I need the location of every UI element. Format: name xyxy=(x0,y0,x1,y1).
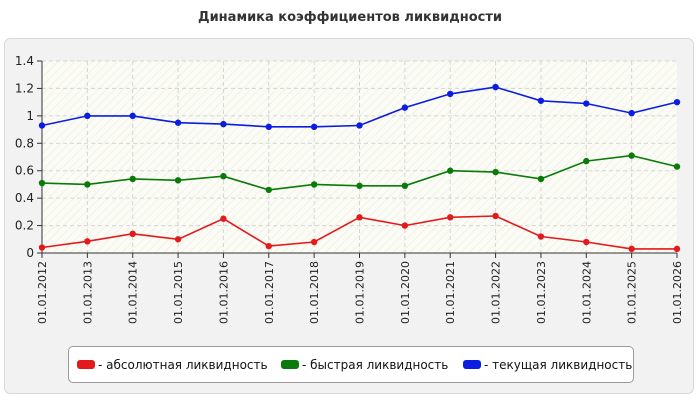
data-point-2 xyxy=(220,120,227,128)
data-point-1 xyxy=(265,186,272,194)
x-tick-label: 01.01.2021 xyxy=(444,261,457,324)
data-point-1 xyxy=(537,175,545,183)
tick-label-layer: 0 0.2 0.4 0.6 0.8 1 1.2 1.4 01.01.2012 01.01.2013… xyxy=(15,54,684,324)
data-point-2 xyxy=(537,97,545,104)
data-point-0 xyxy=(174,236,182,243)
data-point-2 xyxy=(583,100,590,107)
legend-item-quick: - быстрая ликвидность xyxy=(281,347,448,382)
data-point-2 xyxy=(356,122,363,129)
data-point-2 xyxy=(310,123,318,131)
legend-label-quick: - быстрая ликвидность xyxy=(302,357,449,372)
legend-swatch-green xyxy=(281,360,299,369)
data-point-0 xyxy=(129,230,136,237)
x-tick-label: 01.01.2018 xyxy=(308,261,321,324)
data-point-0 xyxy=(583,238,590,246)
y-tick-label: 0.8 xyxy=(15,136,34,150)
x-tick-label: 01.01.2014 xyxy=(127,261,140,324)
data-point-1 xyxy=(310,181,318,188)
data-point-0 xyxy=(628,245,635,253)
x-tick-label: 01.01.2016 xyxy=(217,261,230,324)
x-tick-label: 01.01.2023 xyxy=(535,261,548,324)
data-point-0 xyxy=(492,212,499,220)
data-point-1 xyxy=(356,182,363,189)
y-tick-label: 0.6 xyxy=(15,164,34,178)
chart-title: Динамика коэффициентов ликвидности xyxy=(198,10,502,25)
data-point-2 xyxy=(401,104,409,111)
x-tick-label: 01.01.2013 xyxy=(81,261,94,324)
x-tick-label: 01.01.2024 xyxy=(580,261,593,324)
data-point-1 xyxy=(174,177,182,184)
x-tick-label: 01.01.2026 xyxy=(671,261,684,324)
y-tick-label: 0.2 xyxy=(15,219,34,233)
data-point-1 xyxy=(84,181,91,188)
data-point-0 xyxy=(537,233,545,240)
x-tick-label: 01.01.2019 xyxy=(354,261,367,324)
data-point-2 xyxy=(174,119,182,126)
data-point-1 xyxy=(583,157,590,165)
x-tick-label: 01.01.2020 xyxy=(399,261,412,324)
data-point-0 xyxy=(401,222,409,229)
data-point-0 xyxy=(310,238,318,246)
data-point-2 xyxy=(129,112,136,120)
legend-item-absolute: - абсолютная ликвидность xyxy=(77,347,268,382)
data-point-2 xyxy=(673,98,681,106)
data-point-1 xyxy=(220,173,227,180)
data-point-0 xyxy=(673,245,681,253)
data-point-1 xyxy=(401,182,409,189)
data-point-1 xyxy=(492,168,499,176)
legend-label-absolute: - абсолютная ликвидность xyxy=(98,357,268,372)
x-tick-label: 01.01.2015 xyxy=(172,261,185,324)
data-point-2 xyxy=(492,83,499,91)
data-point-0 xyxy=(356,214,363,221)
x-tick-label: 01.01.2017 xyxy=(263,261,276,324)
data-point-2 xyxy=(447,90,454,98)
data-point-0 xyxy=(38,244,46,251)
data-point-2 xyxy=(84,112,91,120)
data-point-1 xyxy=(129,175,136,183)
axis-layer xyxy=(37,60,678,258)
x-tick-label: 01.01.2012 xyxy=(36,261,49,324)
y-tick-label: 0 xyxy=(26,246,34,260)
data-point-2 xyxy=(38,122,46,129)
legend-item-current: - текущая ликвидность xyxy=(463,347,632,382)
data-point-0 xyxy=(265,242,272,250)
x-tick-label: 01.01.2022 xyxy=(490,261,503,324)
y-tick-label: 1.2 xyxy=(15,81,34,95)
y-tick-label: 1.4 xyxy=(15,54,34,68)
legend: - абсолютная ликвидность - быстрая ликви… xyxy=(68,346,634,383)
y-tick-label: 0.4 xyxy=(15,191,34,205)
data-point-1 xyxy=(673,163,681,170)
data-point-1 xyxy=(628,152,635,159)
series-layer xyxy=(38,83,681,253)
x-tick-label: 01.01.2025 xyxy=(626,261,639,324)
legend-swatch-blue xyxy=(463,360,481,369)
legend-swatch-red xyxy=(77,360,95,369)
data-point-0 xyxy=(447,214,454,221)
data-point-0 xyxy=(220,215,227,222)
data-point-2 xyxy=(265,123,272,131)
y-tick-label: 1 xyxy=(26,109,34,123)
data-point-1 xyxy=(447,167,454,174)
data-point-1 xyxy=(38,179,46,187)
data-point-2 xyxy=(628,109,635,117)
legend-label-current: - текущая ликвидность xyxy=(484,357,633,372)
data-point-0 xyxy=(84,238,91,245)
